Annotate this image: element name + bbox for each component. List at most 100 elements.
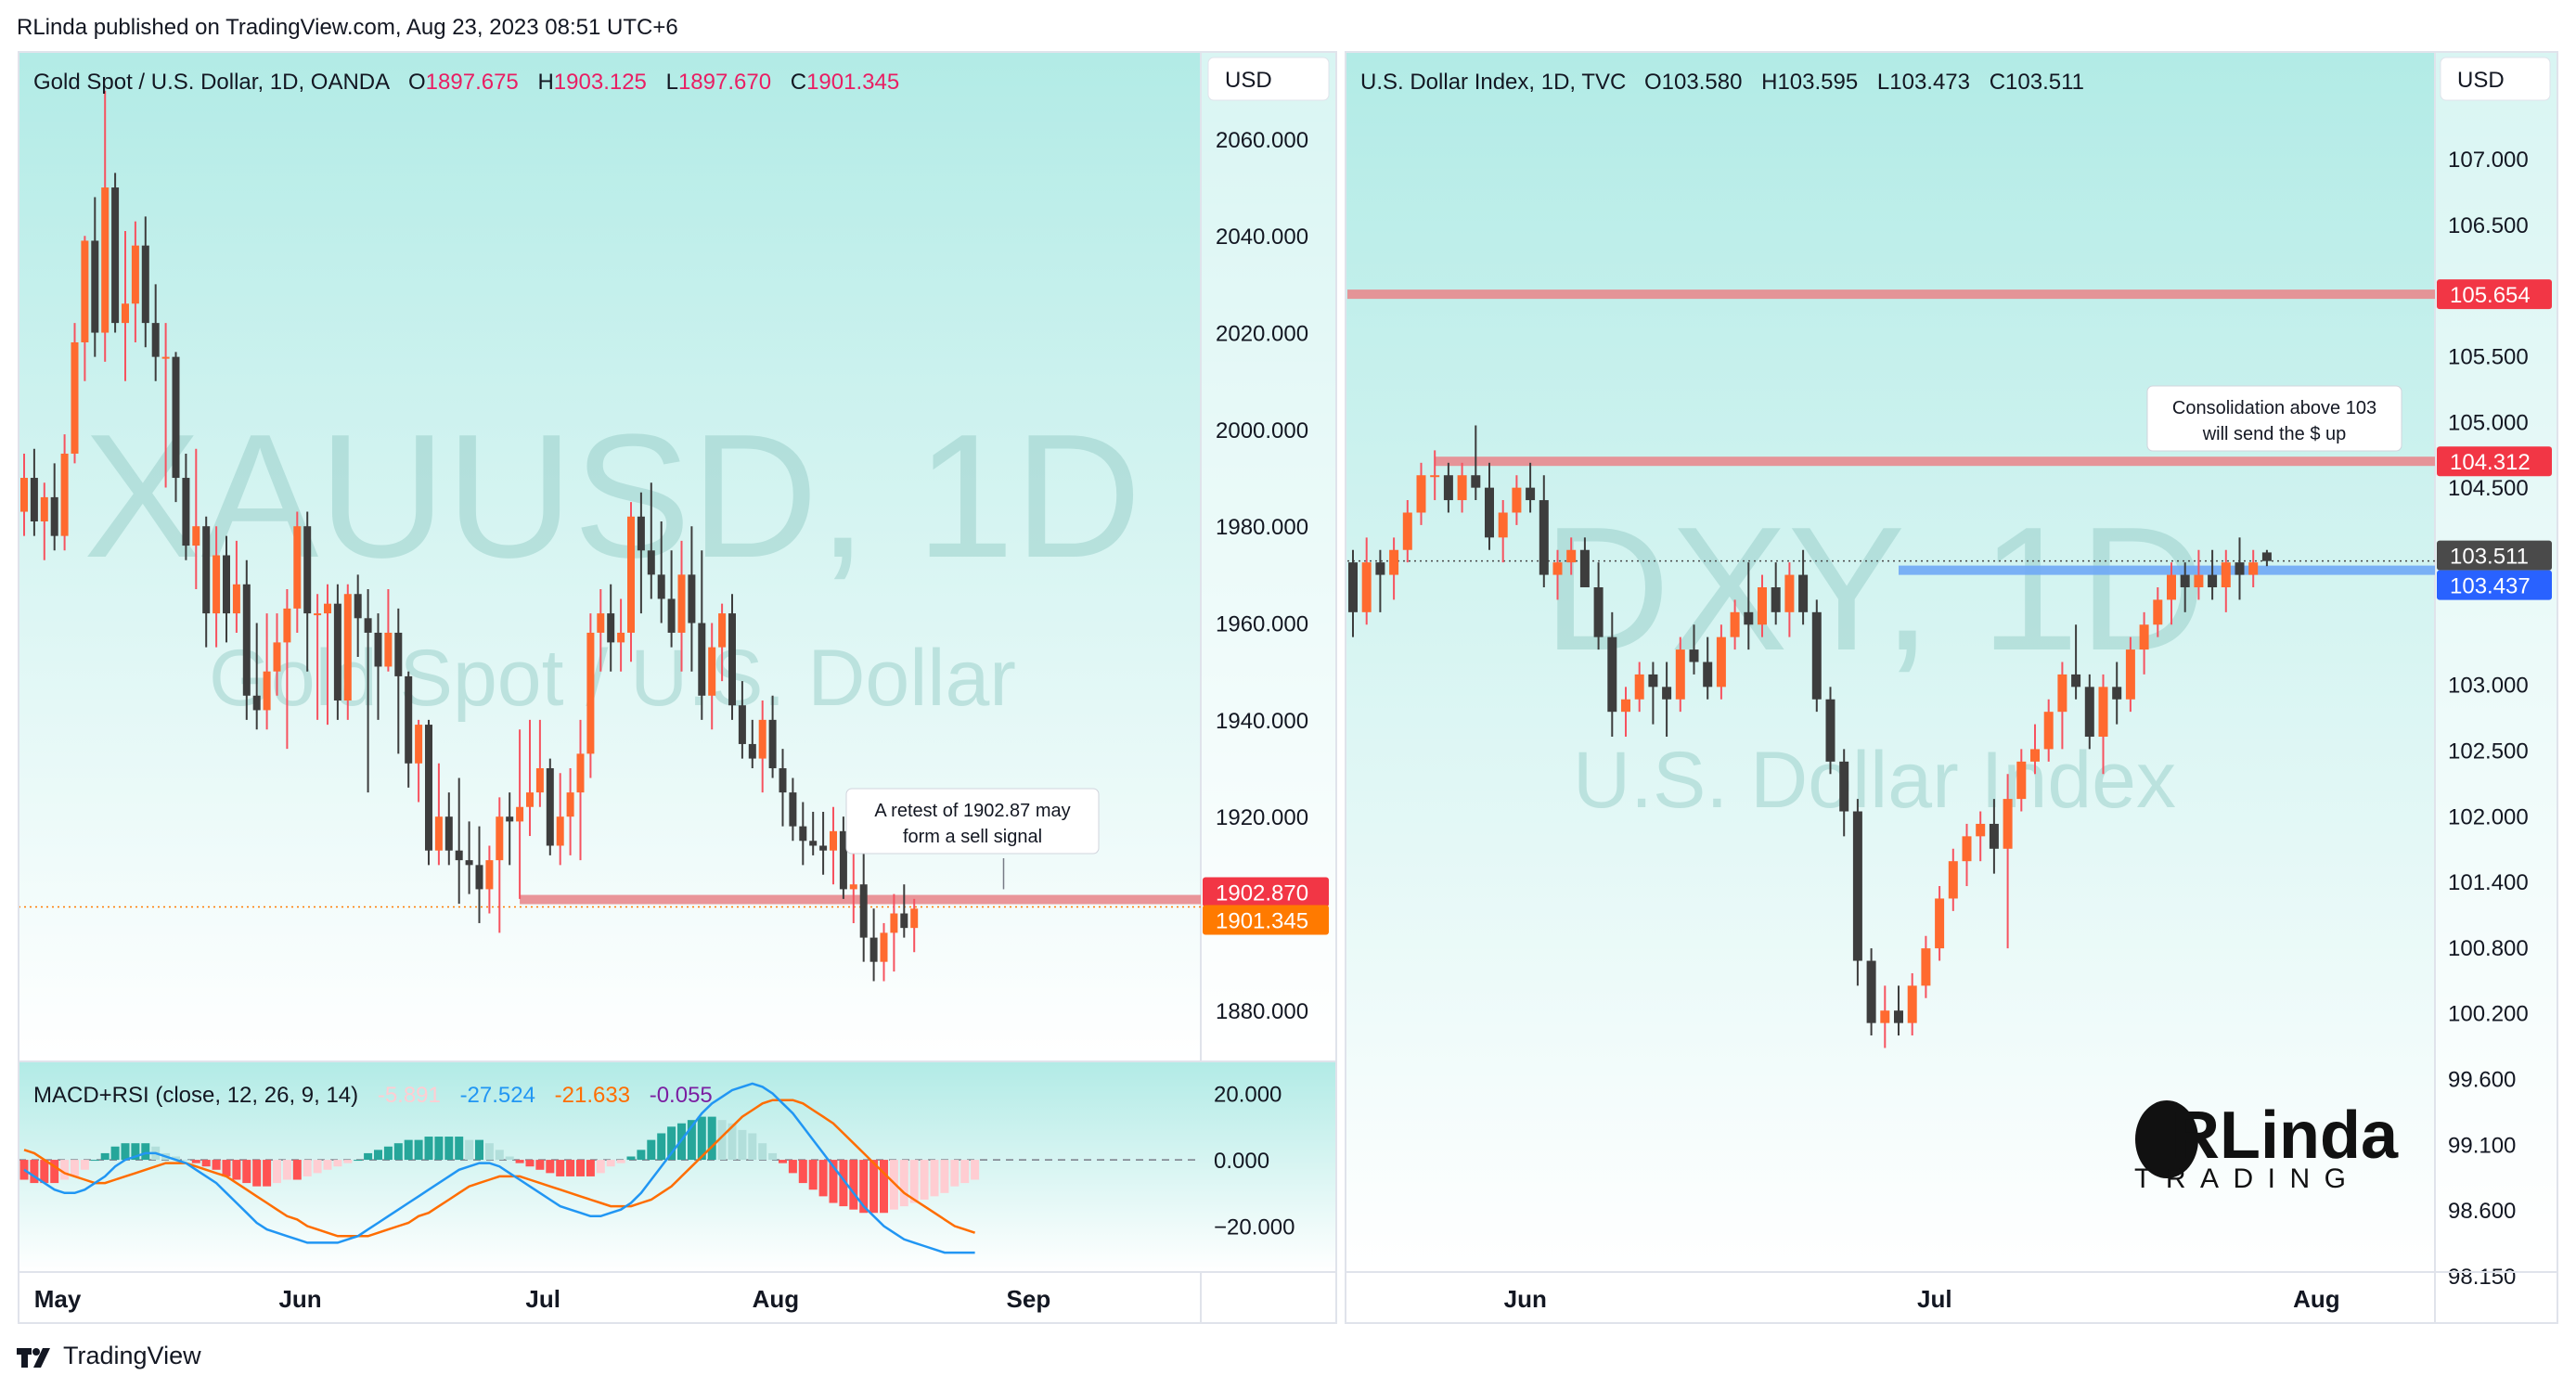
dxy-annotation-box — [2146, 385, 2402, 452]
gold-candle-body — [213, 555, 221, 614]
gold-candle-body — [172, 356, 180, 479]
dxy-price-tag — [2437, 540, 2552, 571]
gold-y-tick: 2000.000 — [1216, 418, 1308, 443]
gold-candle-body — [101, 187, 109, 333]
dxy-candle-body — [1716, 636, 1726, 688]
macd-hist-bar — [768, 1152, 778, 1161]
macd-hist-bar — [880, 1160, 888, 1214]
dxy-candle-body — [1662, 687, 1672, 700]
dxy-o-value: 103.580 — [1662, 70, 1743, 95]
macd-hist-bar — [535, 1160, 545, 1170]
macd-y-axis: 20.000 0.000 −20.000 — [1214, 1083, 1294, 1240]
gold-candle-body — [30, 478, 38, 521]
gold-candle-body — [485, 860, 494, 890]
macd-hist-bar — [60, 1160, 70, 1180]
macd-hist-bar — [798, 1160, 807, 1184]
tradingview-logo-icon — [17, 1346, 54, 1368]
macd-hist-bar — [242, 1160, 251, 1184]
dxy-candle-body — [2030, 749, 2040, 762]
macd-hist-bar — [374, 1150, 382, 1161]
dxy-y-tick: 106.500 — [2448, 213, 2529, 238]
dxy-candle-body — [1579, 549, 1590, 587]
dxy-candle-body — [1539, 500, 1549, 575]
gold-y-tick: 1940.000 — [1216, 709, 1308, 734]
macd-hist-bar — [546, 1160, 555, 1174]
gold-x-tick: Jul — [525, 1285, 560, 1313]
gold-candle-body — [496, 816, 504, 861]
dxy-candle-body — [1771, 586, 1781, 612]
gold-annotation-text: A retest of 1902.87 may — [874, 801, 1070, 821]
macd-hist-bar — [748, 1133, 757, 1161]
macd-hist-bar — [273, 1160, 281, 1184]
gold-price-tag-label: 1902.870 — [1216, 881, 1308, 906]
dxy-candle-body — [1512, 487, 1522, 513]
macd-hist-bar — [263, 1160, 272, 1187]
gold-watermark-symbol: XAUUSD, 1D — [84, 398, 1141, 595]
dxy-candle-body — [1566, 549, 1577, 563]
gold-candle-body — [657, 574, 665, 599]
macd-hist-bar — [50, 1160, 59, 1184]
macd-line-value: -27.524 — [460, 1083, 535, 1108]
macd-hist-bar — [292, 1160, 302, 1180]
gold-c-label: C — [791, 70, 806, 95]
gold-candle-body — [576, 753, 585, 793]
macd-hist-bar — [172, 1156, 180, 1161]
dxy-currency-button[interactable]: USD — [2440, 57, 2551, 101]
gold-candle-body — [151, 323, 160, 357]
gold-candle-body — [809, 841, 818, 846]
dxy-candle-body — [2003, 799, 2013, 849]
gold-candle-body — [455, 850, 463, 861]
gold-candle-body — [516, 806, 524, 822]
gold-currency-button[interactable]: USD — [1207, 57, 1330, 101]
gold-x-tick: Aug — [753, 1285, 800, 1313]
dxy-price-tag — [2437, 279, 2552, 310]
dxy-candle-body — [2139, 624, 2149, 650]
dxy-price-tag-label: 105.654 — [2450, 283, 2531, 308]
gold-candle-body — [566, 792, 574, 817]
gold-candle-body — [71, 341, 79, 454]
dxy-candle-body — [2071, 674, 2081, 688]
macd-hist-bar — [808, 1160, 818, 1190]
macd-hist-bar — [586, 1160, 595, 1176]
macd-hist-bar — [414, 1139, 423, 1161]
dxy-candle-body — [1839, 761, 1849, 812]
dxy-candle-body — [1935, 898, 1945, 949]
gold-candle-body — [81, 240, 89, 342]
macd-hist-bar — [465, 1139, 474, 1161]
gold-candle-body — [617, 632, 625, 643]
macd-lines — [23, 1082, 975, 1254]
dxy-candle-body — [1852, 811, 1862, 961]
gold-candle-body — [354, 594, 362, 619]
macd-hist-bar — [282, 1160, 291, 1180]
dxy-candle-body — [1416, 475, 1426, 513]
tradingview-footer[interactable]: TradingView — [17, 1342, 201, 1370]
macd-hist-bar — [525, 1160, 535, 1167]
dxy-price-tag — [2437, 570, 2552, 600]
logo-subtitle: TRADING — [2134, 1163, 2364, 1194]
dxy-l-label: L — [1877, 70, 1889, 95]
gold-candle-body — [607, 613, 615, 643]
macd-rsi-value: -0.055 — [650, 1083, 713, 1108]
gold-candle-body — [324, 603, 331, 614]
gold-watermark-name: Gold Spot / U.S. Dollar — [209, 634, 1016, 723]
gold-price-tag — [1203, 905, 1329, 935]
dxy-y-tick: 103.000 — [2448, 674, 2529, 699]
gold-candle-body — [242, 584, 251, 696]
dxy-candle-body — [1648, 674, 1658, 688]
macd-hist-bar — [950, 1160, 960, 1187]
gold-h-value: 1903.125 — [554, 70, 647, 95]
dxy-candle-body — [1703, 662, 1713, 688]
macd-histogram — [19, 1116, 980, 1214]
macd-hist-bar — [404, 1139, 413, 1161]
macd-hist-bar — [393, 1143, 403, 1161]
dxy-c-value: 103.511 — [2005, 70, 2084, 95]
dxy-watermark-symbol: DXY, 1D — [1543, 491, 2207, 688]
macd-hist-bar — [191, 1160, 200, 1163]
gold-symbol-line: Gold Spot / U.S. Dollar, 1D, OANDA — [33, 70, 390, 95]
dxy-o-label: O — [1644, 70, 1662, 95]
gold-candle-body — [586, 632, 595, 754]
gold-candle-body — [20, 478, 28, 512]
macd-hist-bar — [434, 1137, 444, 1161]
